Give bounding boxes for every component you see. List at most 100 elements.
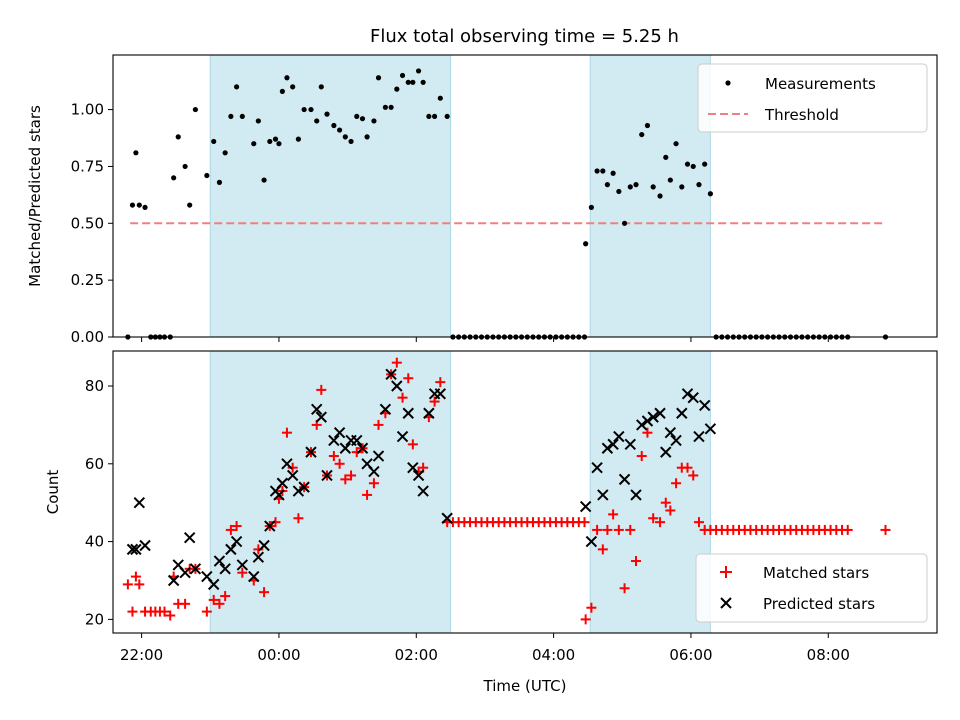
measurement-point [255,118,261,124]
measurement-point [216,179,223,185]
measurement-point [348,138,354,145]
matched-star-point [631,556,642,567]
matched-star-point [127,606,138,617]
predicted-star-point [624,438,636,451]
predicted-star-point [441,512,453,524]
measurement-point [314,118,320,124]
predicted-star-point [601,442,614,454]
measurement-point [644,122,651,129]
matched-star-point [368,478,379,489]
matched-star-point [391,357,402,368]
measurement-point [136,202,142,208]
matched-star-point [397,392,408,403]
measurement-point [337,127,343,133]
matched-star-point [688,470,699,481]
matched-star-point [435,377,446,388]
bottom-legend: Matched stars Predicted stars [695,553,928,623]
predicted-star-point [328,434,340,447]
predicted-star-point [298,481,310,493]
measurement-point [276,141,282,147]
top-y-tick-label: 1.00 [71,101,104,119]
measurement-point [284,75,290,81]
predicted-star-point [591,461,603,474]
matched-star-point [130,571,141,582]
predicted-star-point [252,551,265,563]
measurement-point [650,184,656,190]
matched-star-point [613,524,624,535]
predicted-star-point [258,539,270,552]
predicted-star-points [126,368,717,591]
predicted-star-point [698,399,711,412]
measurement-point [663,154,669,160]
matched-star-point [253,544,264,555]
measurement-point [342,134,348,140]
matched-star-point [407,439,418,450]
measurement-point [375,75,382,81]
predicted-star-point [423,407,435,419]
legend-matched-label: Matched stars [763,564,869,582]
measurement-point [359,116,366,122]
predicted-star-point [417,485,429,497]
predicted-star-point [379,403,392,416]
measurement-point [192,106,198,113]
measurement-point [696,182,702,188]
top-y-tick-label: 0.50 [71,214,104,232]
measurement-point [673,141,679,147]
predicted-star-point [618,473,631,486]
top-shaded-region [209,54,452,338]
measurement-point [318,84,324,90]
bottom-shaded-regions [209,350,711,634]
bottom-y-ticks: 20 40 60 80 [85,377,113,628]
bottom-y-tick-label: 60 [85,455,104,473]
matched-star-point [665,505,676,516]
predicted-star-point [676,407,688,419]
predicted-star-point [704,423,717,435]
matched-star-point [648,513,659,524]
x-axis-label: Time (UTC) [483,677,567,695]
matched-star-point [214,598,225,609]
measurement-point [410,79,416,85]
measurement-point [175,134,181,140]
measurement-point [405,79,411,85]
predicted-star-point [208,578,220,591]
predicted-star-point [613,430,625,443]
measurement-point [301,106,307,113]
predicted-star-point [315,411,327,423]
measurement-point [239,113,245,120]
measurement-point [222,150,228,156]
matched-star-point [159,606,170,617]
top-shaded-regions [209,54,711,338]
measurement-point [142,204,148,210]
matched-star-point [220,591,231,602]
measurement-point [279,88,285,94]
matched-star-point [225,524,236,535]
predicted-star-point [183,531,196,544]
predicted-star-point [248,570,260,583]
bottom-y-tick-label: 40 [85,533,104,551]
measurement-point [295,136,301,142]
predicted-star-point [219,563,231,575]
legend-measurements-label: Measurements [765,75,876,93]
measurement-point [610,170,616,176]
measurement-point [331,122,337,129]
predicted-star-point [434,388,447,400]
measurement-point [394,86,400,92]
measurement-point [426,113,432,120]
measurement-point [420,79,426,85]
matched-star-point [281,427,292,438]
measurement-point [594,168,600,174]
matched-star-point [636,451,647,462]
measurement-point [588,204,594,210]
matched-star-point [602,524,613,535]
predicted-star-point [339,442,352,454]
predicted-star-point [225,543,237,556]
matched-star-point [362,489,373,500]
top-y-tick-label: 0.25 [71,271,104,289]
predicted-star-point [213,555,226,567]
matched-star-point [693,517,704,528]
matched-star-point [373,419,384,430]
matched-star-point [231,521,242,532]
measurement-point [616,188,622,195]
